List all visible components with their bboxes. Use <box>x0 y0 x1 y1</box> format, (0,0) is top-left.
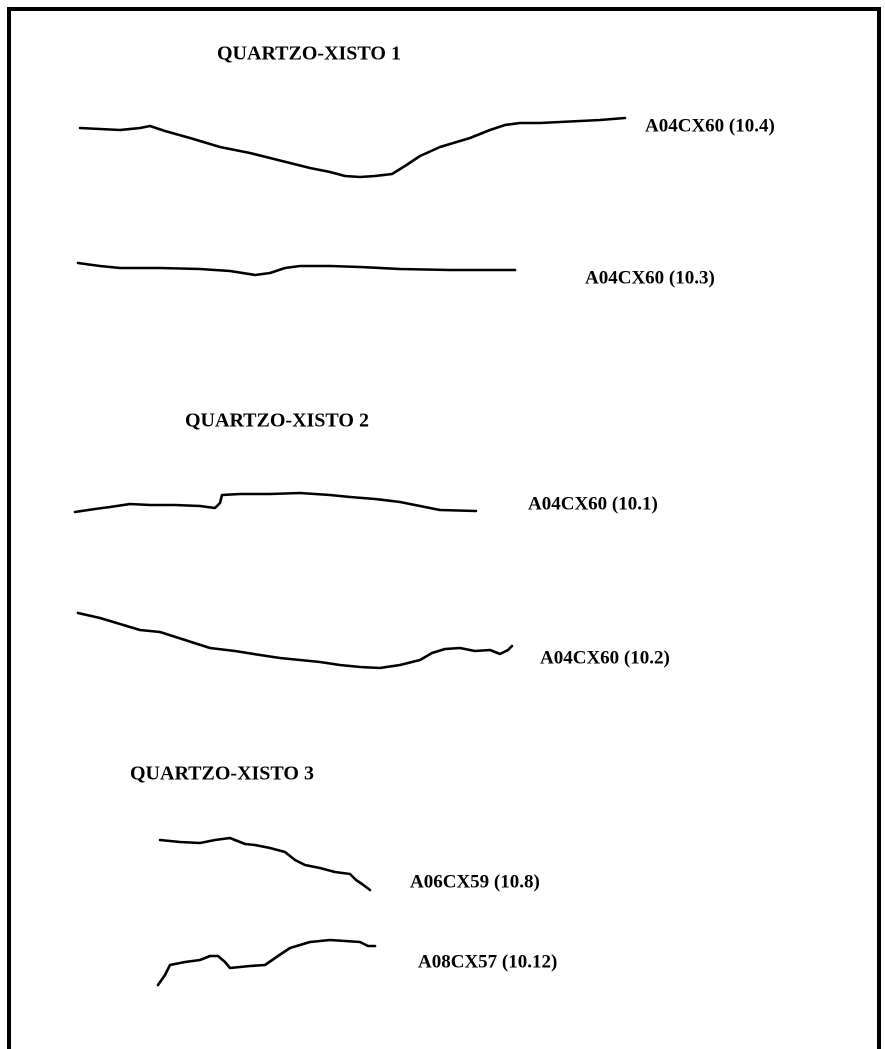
joint-profile <box>75 493 476 512</box>
profile-label: A04CX60 (10.4) <box>645 115 775 136</box>
joint-profile <box>160 838 370 890</box>
profile-label: A04CX60 (10.3) <box>585 267 715 288</box>
profile-label: A04CX60 (10.2) <box>540 647 670 668</box>
profile-label: A06CX59 (10.8) <box>410 871 540 892</box>
profile-label: A08CX57 (10.12) <box>418 951 557 972</box>
profile-label: A04CX60 (10.1) <box>528 493 658 514</box>
joint-profile <box>80 118 625 177</box>
group-title: QUARTZO-XISTO 1 <box>217 43 401 65</box>
frame <box>9 9 879 1049</box>
group-title: QUARTZO-XISTO 2 <box>185 410 369 432</box>
joint-profile <box>158 940 375 985</box>
diagram: QUARTZO-XISTO 1 A04CX60 (10.4) A04CX60 (… <box>0 0 885 1049</box>
joint-profile <box>78 613 512 668</box>
page: {"groups": [ {"title": "QUARTZO-XISTO 1"… <box>0 0 885 1049</box>
joint-profile <box>78 263 515 275</box>
group-title: QUARTZO-XISTO 3 <box>130 763 314 785</box>
